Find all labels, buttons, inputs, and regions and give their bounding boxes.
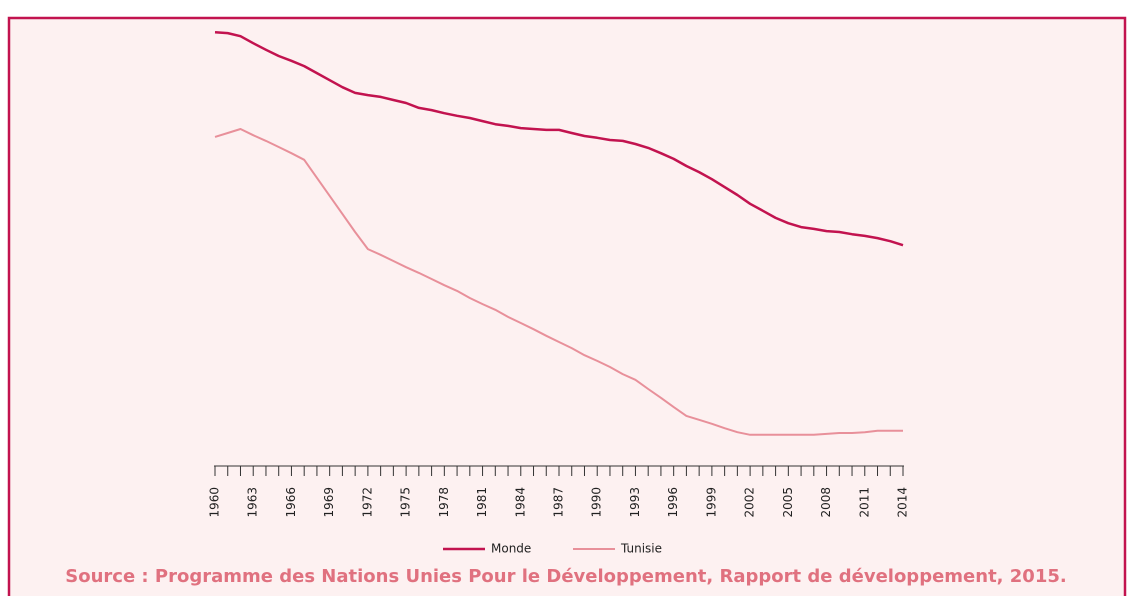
x-tick-label: 2008 xyxy=(819,487,833,518)
x-tick-label: 2011 xyxy=(857,487,871,518)
x-tick-label: 1984 xyxy=(513,487,527,518)
x-tick-label: 1981 xyxy=(475,487,489,518)
x-tick-label: 1966 xyxy=(284,487,298,518)
x-tick-label: 1987 xyxy=(552,487,566,518)
x-tick-label: 1996 xyxy=(666,487,680,518)
legend-label: Tunisie xyxy=(620,542,662,556)
x-tick-label: 2002 xyxy=(743,487,757,518)
x-tick-label: 1990 xyxy=(590,487,604,518)
frame xyxy=(7,16,1127,600)
x-tick-label: 1975 xyxy=(399,487,413,518)
line-series xyxy=(214,128,903,436)
x-tick-label: 1999 xyxy=(704,487,718,518)
legend-label: Monde xyxy=(491,542,531,556)
x-tick-label: 1993 xyxy=(628,487,642,518)
source: Source : Programme des Nations Unies Pou… xyxy=(65,566,1066,587)
x-tick-label: 2005 xyxy=(781,487,795,518)
x-tick-label: 1960 xyxy=(208,487,222,518)
x-tick-label: 1963 xyxy=(246,487,260,518)
line-series xyxy=(214,30,904,247)
x-tick-label: 1972 xyxy=(360,487,374,518)
x-tick-label: 1969 xyxy=(322,487,336,518)
x-tick-label: 2014 xyxy=(896,487,910,518)
x-tick-label: 1978 xyxy=(437,487,451,518)
